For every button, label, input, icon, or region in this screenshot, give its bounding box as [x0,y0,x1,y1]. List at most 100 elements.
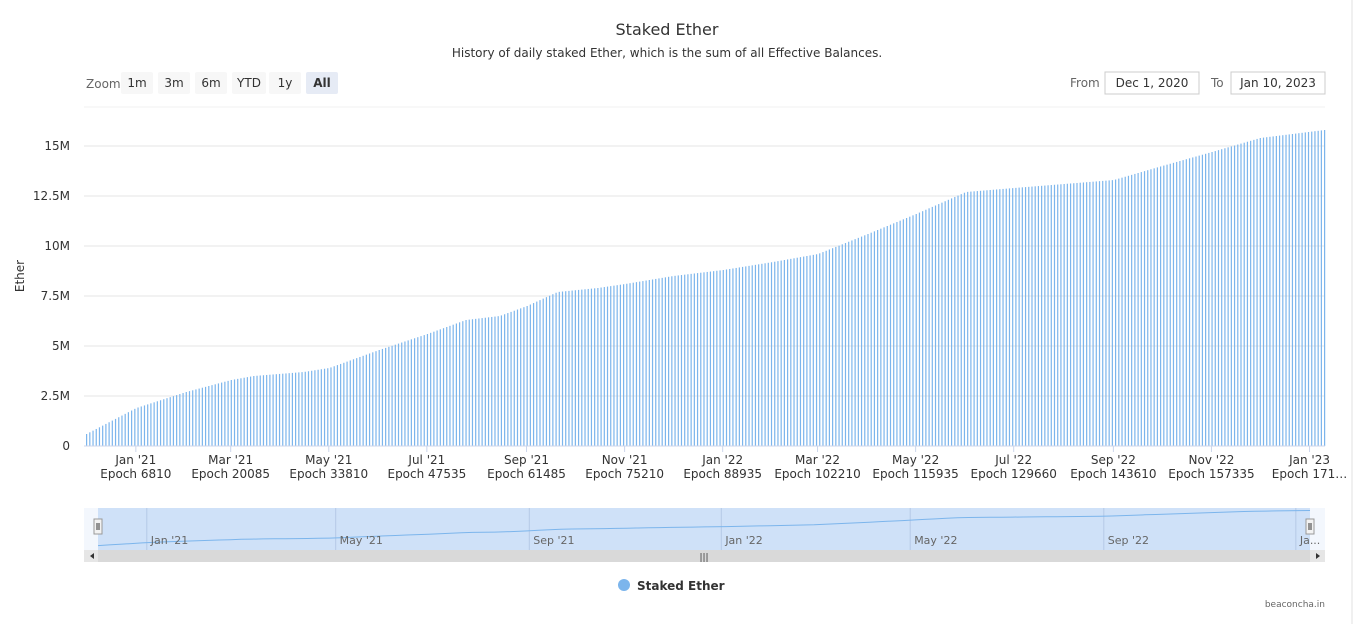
bar [465,320,467,446]
bar [1182,160,1184,446]
credits-link[interactable]: beaconcha.in [1265,600,1325,610]
bar [893,223,895,446]
bar [118,417,120,446]
scrollbar-thumb[interactable] [98,550,1310,562]
bar [195,389,197,446]
bar [967,191,969,446]
bar [825,250,827,446]
bar [815,254,818,446]
bar [401,342,403,446]
bar [668,276,670,446]
bar [1243,142,1245,447]
bar [256,375,258,446]
x-tick-epoch: Epoch 6810 [100,467,171,481]
bar [1250,140,1252,447]
bar [504,314,506,446]
bar [549,295,551,446]
bar [266,374,268,446]
bar [352,359,355,446]
bar [1285,134,1287,447]
bar [1166,164,1168,446]
bar [645,280,647,446]
series-bars[interactable] [86,130,1326,447]
bar [311,370,313,446]
bar [1134,173,1136,446]
navigator-left-handle[interactable] [93,518,103,535]
navigator-label: Sep '22 [1108,534,1149,547]
bar [1246,141,1249,447]
bar [1095,181,1097,447]
bar [751,265,753,446]
bar [127,412,129,446]
scroll-right-arrow-icon[interactable] [1316,553,1320,559]
zoom-button-label: 3m [164,76,183,90]
bar [577,289,580,446]
bar [1066,183,1068,447]
bar [623,284,625,446]
bar [1008,188,1011,446]
x-tick-epoch: Epoch 20085 [191,467,270,481]
zoom-button-ytd[interactable]: YTD [232,72,266,94]
y-tick-label: 0 [62,439,70,453]
navigator-selection[interactable] [98,508,1310,550]
bar [758,264,760,446]
bar [1053,184,1056,446]
zoom-button-1y[interactable]: 1y [269,72,301,94]
bar [249,376,252,446]
bar [349,360,351,446]
bar [217,383,220,446]
bar [1147,170,1149,446]
bar [716,270,718,446]
bar [777,261,779,446]
bar [1063,184,1065,446]
bar [343,362,345,446]
bar [774,261,776,446]
bar [1089,181,1091,446]
bar [793,258,795,446]
bar [487,317,490,446]
legend-item-staked-ether[interactable]: Staked Ether [637,579,725,593]
bar [442,328,445,446]
to-date-input[interactable] [1230,71,1326,95]
bar [545,297,548,446]
bar [410,339,412,446]
bar [738,267,740,446]
bar [86,434,88,446]
x-tick-label: Jan '22 [701,453,743,467]
bar [561,291,564,446]
bar [114,418,117,446]
bar [957,195,959,446]
bar [1163,165,1165,447]
bar [594,288,596,446]
bar [783,260,785,446]
bar [98,427,101,446]
bar [356,358,358,446]
bar [574,290,576,446]
from-date-input[interactable] [1104,71,1200,95]
bar [857,237,859,446]
bar [986,190,988,446]
navigator[interactable]: Jan '21 May '21 Sep '21 Jan '22 May '22 Sep '… [84,508,1325,550]
zoom-button-6m[interactable]: 6m [195,72,227,94]
legend[interactable]: Staked Ether [618,579,725,593]
x-tick-epoch: Epoch 171… [1272,467,1347,481]
zoom-button-3m[interactable]: 3m [158,72,190,94]
bar [565,291,567,446]
from-label: From [1070,76,1100,90]
bar [459,322,461,446]
x-tick-label: Jul '21 [407,453,445,467]
bar [417,337,419,446]
bar [1073,183,1075,447]
zoom-button-1m[interactable]: 1m [121,72,153,94]
bar [680,275,683,446]
navigator-right-handle[interactable] [1305,518,1315,535]
bar [1057,184,1059,446]
bar [629,283,631,446]
scrollbar[interactable]: ||| [84,550,1325,563]
navigator-label: May '21 [340,534,383,547]
y-tick-label: 10M [44,239,70,253]
scroll-left-arrow-icon[interactable] [90,553,94,559]
zoom-button-all[interactable]: All [306,72,338,94]
bar [362,355,364,446]
bar [732,268,734,446]
